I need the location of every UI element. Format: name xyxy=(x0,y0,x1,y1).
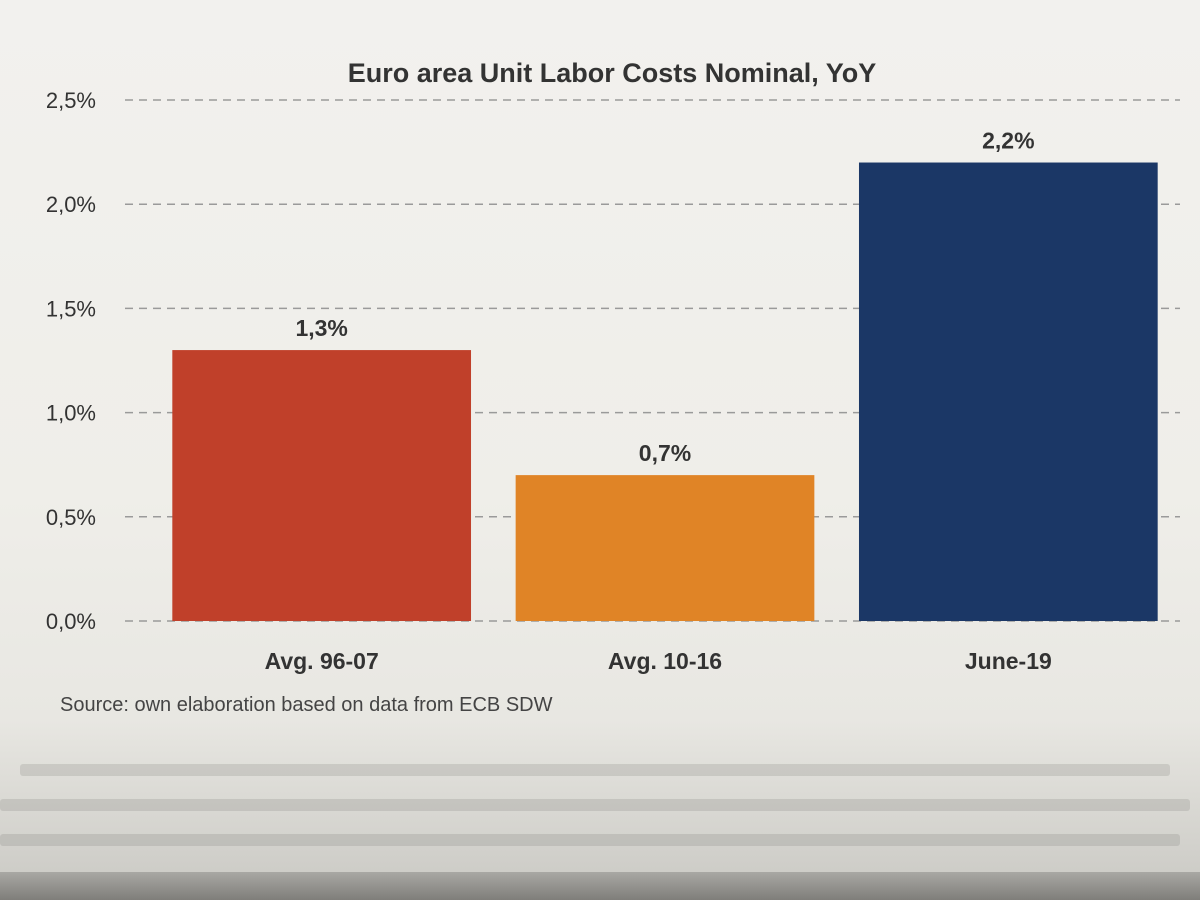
chart-title: Euro area Unit Labor Costs Nominal, YoY xyxy=(348,58,877,88)
y-tick-label: 0,0% xyxy=(46,609,96,634)
show-through-text xyxy=(0,795,1200,825)
show-through-text xyxy=(0,760,1200,790)
bar-3 xyxy=(858,162,1158,621)
bars xyxy=(172,162,1158,621)
category-label: June-19 xyxy=(965,648,1052,674)
y-axis-ticks: 0,0% 0,5% 1,0% 1,5% 2,0% 2,5% xyxy=(46,88,96,634)
category-label: Avg. 96-07 xyxy=(265,648,379,674)
page-shadow xyxy=(0,872,1200,900)
y-tick-label: 1,0% xyxy=(46,401,96,426)
y-tick-label: 2,5% xyxy=(46,88,96,113)
value-label: 0,7% xyxy=(639,440,691,466)
y-tick-label: 2,0% xyxy=(46,192,96,217)
bar-2 xyxy=(515,475,815,621)
x-axis-categories: Avg. 96-07 Avg. 10-16 June-19 xyxy=(265,648,1052,674)
y-tick-label: 0,5% xyxy=(46,505,96,530)
show-through-text xyxy=(0,830,1200,860)
value-labels: 1,3% 0,7% 2,2% xyxy=(295,128,1034,467)
value-label: 1,3% xyxy=(295,315,347,341)
category-label: Avg. 10-16 xyxy=(608,648,722,674)
source-note: Source: own elaboration based on data fr… xyxy=(60,694,553,716)
bar-1 xyxy=(172,350,472,621)
value-label: 2,2% xyxy=(982,128,1034,154)
y-tick-label: 1,5% xyxy=(46,296,96,321)
